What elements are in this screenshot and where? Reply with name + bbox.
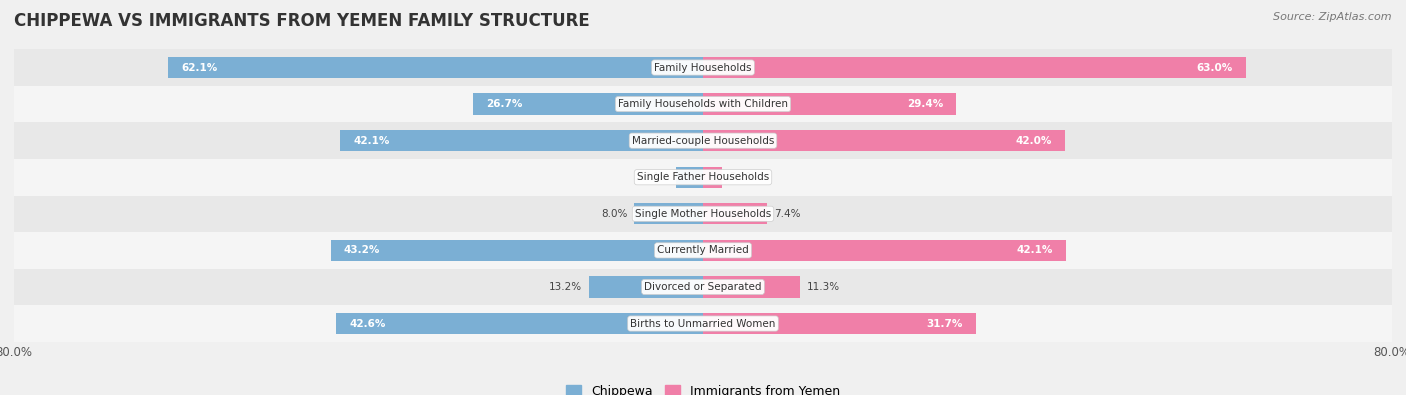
Text: 42.1%: 42.1% <box>353 135 389 146</box>
Text: 43.2%: 43.2% <box>344 245 380 256</box>
Bar <box>169 57 703 78</box>
Bar <box>330 240 703 261</box>
Bar <box>703 240 1066 261</box>
Bar <box>14 269 1392 305</box>
Bar <box>634 203 703 224</box>
Text: 26.7%: 26.7% <box>486 99 523 109</box>
Bar <box>340 130 703 151</box>
Legend: Chippewa, Immigrants from Yemen: Chippewa, Immigrants from Yemen <box>561 380 845 395</box>
Text: 63.0%: 63.0% <box>1197 62 1233 73</box>
Text: 8.0%: 8.0% <box>600 209 627 219</box>
Bar <box>676 167 703 188</box>
Bar <box>703 203 766 224</box>
Text: Currently Married: Currently Married <box>657 245 749 256</box>
Text: 31.7%: 31.7% <box>927 318 963 329</box>
Text: 2.2%: 2.2% <box>728 172 755 182</box>
Bar <box>14 49 1392 86</box>
Bar <box>472 94 703 115</box>
Bar <box>589 276 703 297</box>
Bar <box>14 122 1392 159</box>
Text: 29.4%: 29.4% <box>907 99 943 109</box>
Bar <box>336 313 703 334</box>
Bar <box>703 57 1246 78</box>
Text: CHIPPEWA VS IMMIGRANTS FROM YEMEN FAMILY STRUCTURE: CHIPPEWA VS IMMIGRANTS FROM YEMEN FAMILY… <box>14 12 589 30</box>
Bar <box>703 167 721 188</box>
Text: 7.4%: 7.4% <box>773 209 800 219</box>
Bar <box>14 159 1392 196</box>
Text: 42.1%: 42.1% <box>1017 245 1053 256</box>
Text: Married-couple Households: Married-couple Households <box>631 135 775 146</box>
Text: 62.1%: 62.1% <box>181 62 218 73</box>
Text: Family Households: Family Households <box>654 62 752 73</box>
Bar <box>14 86 1392 122</box>
Text: 42.0%: 42.0% <box>1015 135 1052 146</box>
Bar <box>14 232 1392 269</box>
Text: 11.3%: 11.3% <box>807 282 841 292</box>
Bar <box>703 276 800 297</box>
Text: 13.2%: 13.2% <box>550 282 582 292</box>
Text: Single Father Households: Single Father Households <box>637 172 769 182</box>
Bar <box>703 313 976 334</box>
Text: Source: ZipAtlas.com: Source: ZipAtlas.com <box>1274 12 1392 22</box>
Bar <box>703 130 1064 151</box>
Text: Births to Unmarried Women: Births to Unmarried Women <box>630 318 776 329</box>
Text: 42.6%: 42.6% <box>349 318 385 329</box>
Text: Family Households with Children: Family Households with Children <box>619 99 787 109</box>
Bar <box>14 305 1392 342</box>
Text: 3.1%: 3.1% <box>643 172 669 182</box>
Bar <box>14 196 1392 232</box>
Text: Divorced or Separated: Divorced or Separated <box>644 282 762 292</box>
Text: Single Mother Households: Single Mother Households <box>636 209 770 219</box>
Bar <box>703 94 956 115</box>
